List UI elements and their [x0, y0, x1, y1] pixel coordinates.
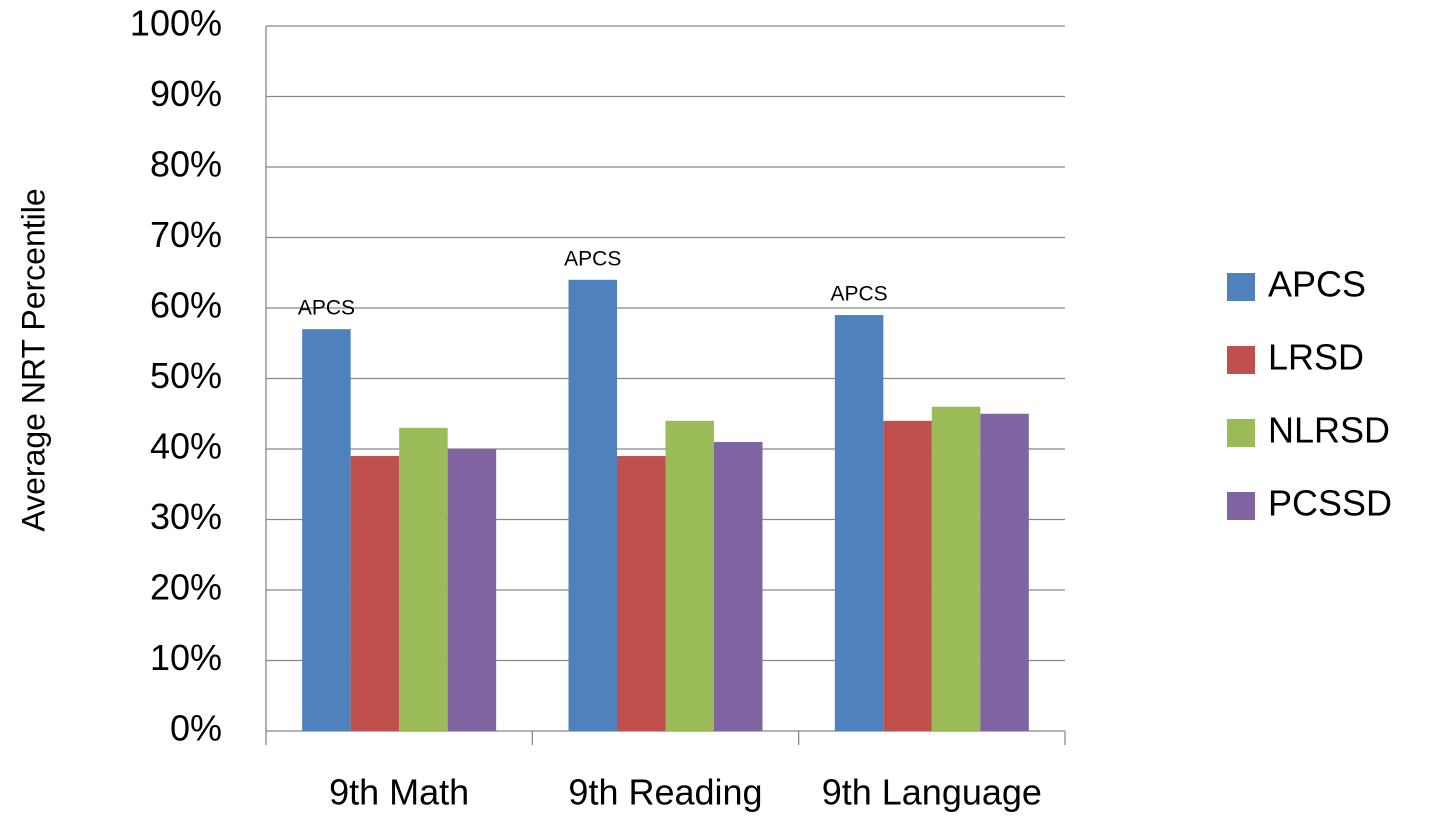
bar — [302, 329, 351, 731]
legend-swatch — [1227, 273, 1255, 301]
y-axis-title: Average NRT Percentile — [15, 188, 51, 531]
x-tick-label: 9th Language — [822, 772, 1042, 813]
bar — [883, 420, 932, 731]
y-tick-label: 100% — [130, 3, 222, 44]
bar — [350, 456, 400, 731]
legend-label: APCS — [1268, 264, 1366, 305]
legend-swatch — [1227, 419, 1255, 447]
legend-swatch — [1227, 492, 1255, 520]
y-tick-label: 80% — [150, 144, 222, 185]
bar — [931, 406, 981, 731]
y-tick-label: 30% — [150, 496, 222, 537]
y-tick-label: 70% — [150, 214, 222, 255]
bar — [447, 449, 497, 731]
bar — [980, 413, 1029, 731]
legend-label: NLRSD — [1268, 410, 1390, 451]
bar — [834, 315, 884, 731]
x-tick-label: 9th Reading — [568, 772, 762, 813]
legend-swatch — [1227, 346, 1255, 374]
bar — [714, 441, 763, 731]
x-tick-label: 9th Math — [329, 772, 469, 813]
y-tick-label: 10% — [150, 637, 222, 678]
y-tick-label: 20% — [150, 567, 222, 608]
legend-label: PCSSD — [1268, 483, 1392, 524]
bar — [617, 456, 666, 731]
legend-label: LRSD — [1268, 337, 1364, 378]
annotation: APCS — [564, 247, 621, 270]
y-tick-label: 60% — [150, 285, 222, 326]
annotation: APCS — [298, 297, 355, 320]
bar — [665, 420, 714, 731]
annotation: APCS — [830, 283, 887, 306]
y-tick-label: 0% — [170, 708, 222, 749]
bar — [399, 427, 448, 731]
bar — [568, 279, 617, 731]
y-tick-label: 40% — [150, 426, 222, 467]
y-tick-label: 50% — [150, 355, 222, 396]
y-tick-label: 90% — [150, 73, 222, 114]
